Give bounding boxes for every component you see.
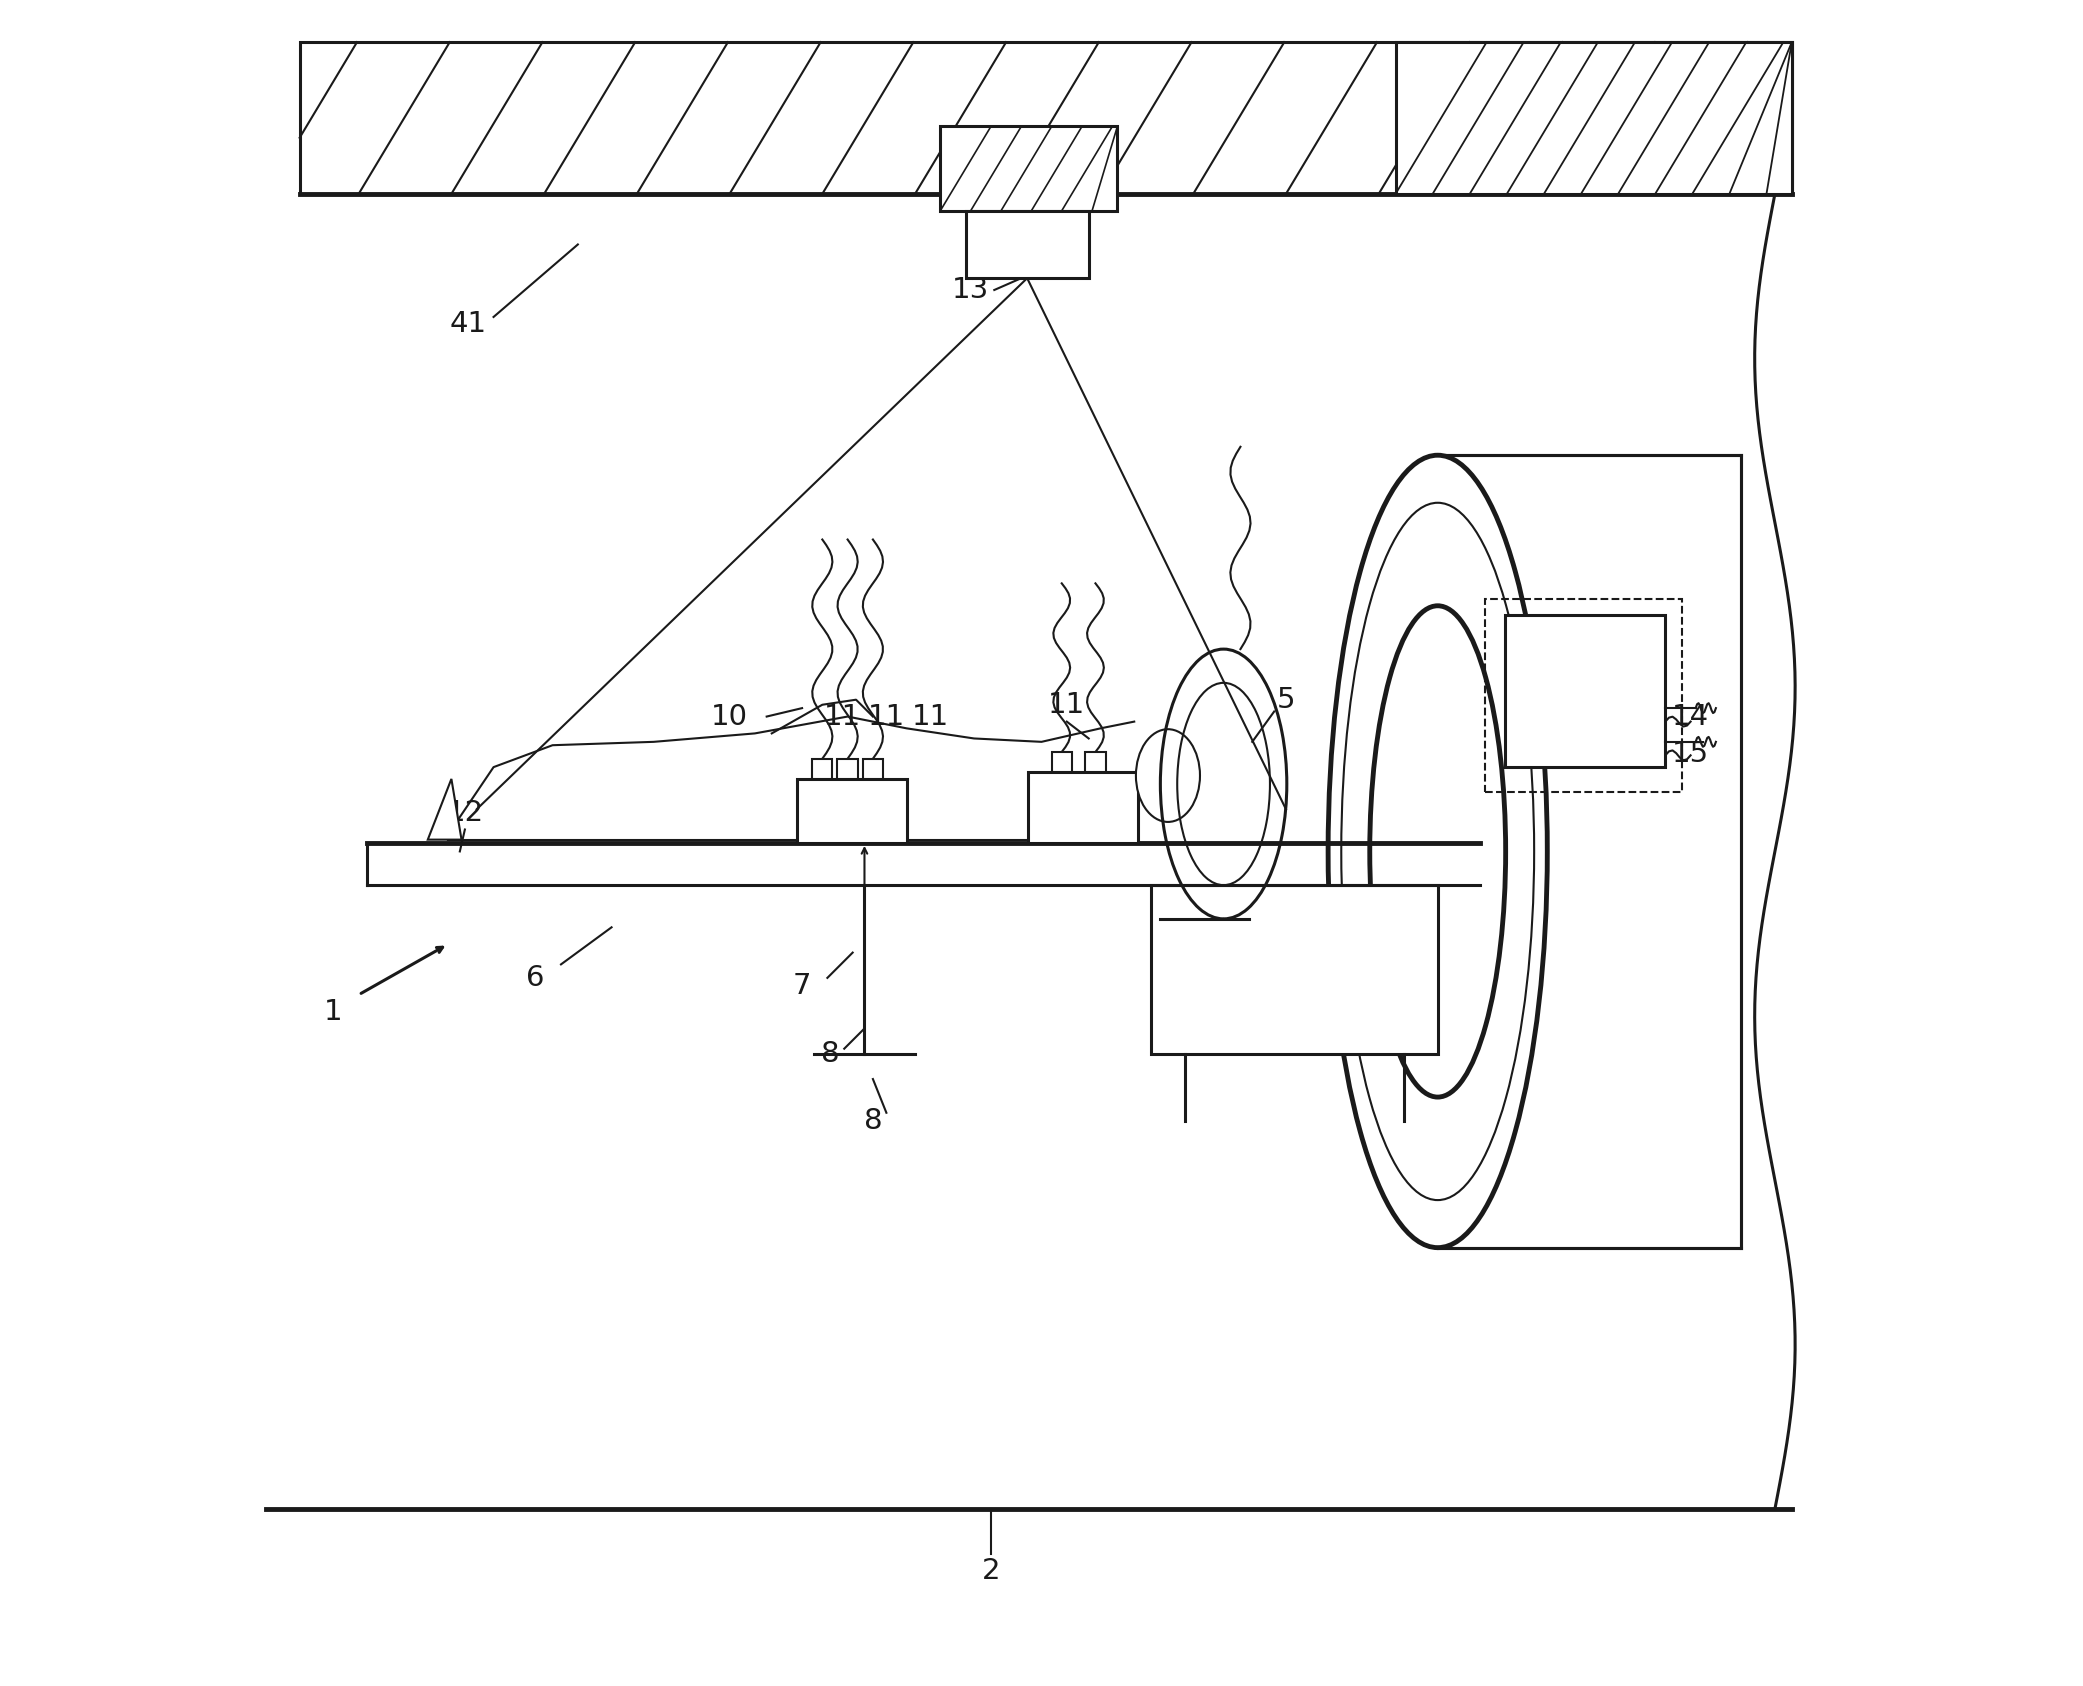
Text: 3: 3	[1260, 998, 1279, 1025]
Text: 9: 9	[1202, 990, 1219, 1017]
Bar	[1052, 752, 1073, 772]
Bar	[1437, 455, 1741, 1248]
Bar	[798, 779, 906, 843]
Text: 8: 8	[864, 1108, 883, 1135]
Text: 11: 11	[912, 703, 950, 730]
Text: 10: 10	[710, 703, 748, 730]
Text: 7: 7	[794, 973, 812, 1000]
Text: 4: 4	[1446, 1192, 1464, 1219]
Ellipse shape	[1341, 502, 1535, 1200]
Bar	[967, 211, 1089, 278]
Bar	[1085, 752, 1106, 772]
Text: 41: 41	[450, 310, 487, 337]
Polygon shape	[427, 779, 462, 840]
Bar	[812, 759, 833, 779]
Bar	[1029, 772, 1137, 843]
Ellipse shape	[1329, 455, 1548, 1248]
Text: 15: 15	[1673, 740, 1710, 767]
Ellipse shape	[1135, 728, 1200, 823]
Bar	[837, 759, 858, 779]
Text: 2: 2	[981, 1558, 1000, 1585]
Text: 11: 11	[869, 703, 904, 730]
Bar	[1396, 42, 1791, 194]
Bar	[1152, 885, 1437, 1054]
Text: 1: 1	[325, 998, 344, 1025]
Text: 5: 5	[1277, 686, 1296, 713]
Bar	[300, 42, 1791, 194]
Bar	[1506, 615, 1664, 767]
Bar	[939, 126, 1116, 211]
Text: 14: 14	[1673, 703, 1710, 730]
Ellipse shape	[1371, 605, 1506, 1098]
Text: 12: 12	[446, 799, 483, 826]
Text: 13: 13	[952, 277, 989, 303]
Text: 11: 11	[825, 703, 860, 730]
Text: 11: 11	[1048, 691, 1085, 718]
Bar	[862, 759, 883, 779]
Text: 8: 8	[821, 1040, 839, 1067]
Text: 6: 6	[527, 964, 546, 991]
